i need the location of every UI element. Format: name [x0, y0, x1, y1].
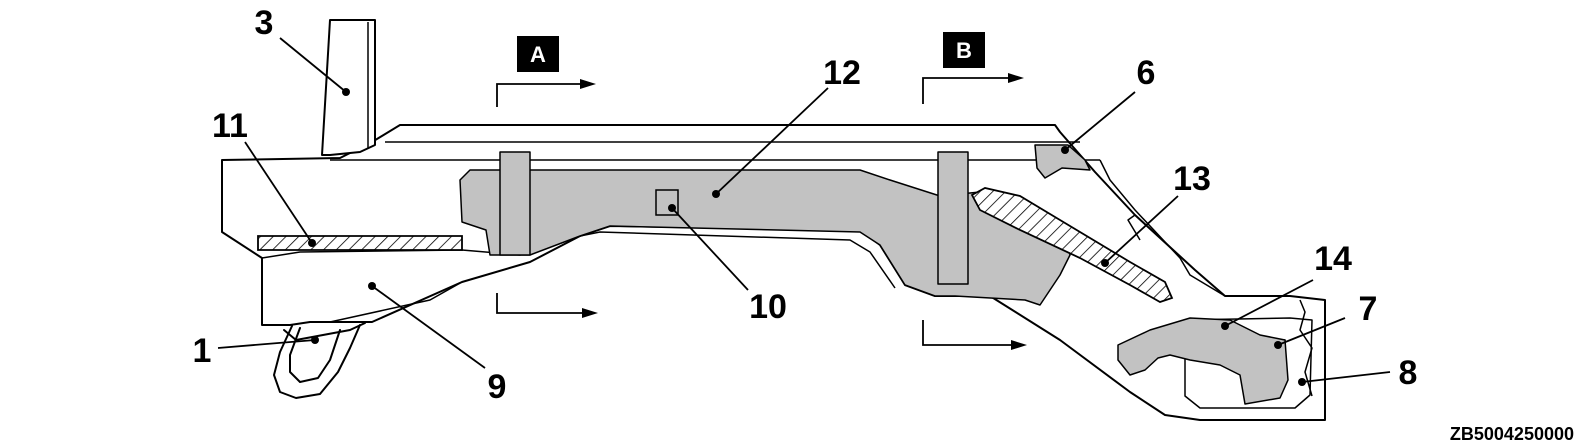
- section-b-marker: B: [922, 32, 1027, 350]
- section-a-marker: A: [496, 36, 598, 318]
- callout-10: 10: [749, 288, 787, 326]
- callout-11: 11: [212, 107, 248, 145]
- leader-lines: [217, 37, 1391, 386]
- corner-block: [1034, 144, 1091, 179]
- callout-6: 6: [1137, 54, 1156, 92]
- hatched-reinforcement-bar: [257, 235, 463, 251]
- callout-8: 8: [1399, 354, 1418, 392]
- callout-9: 9: [488, 368, 507, 406]
- hatched-diagonal-member: [970, 187, 1174, 303]
- callout-14: 14: [1314, 240, 1352, 278]
- callout-1: 1: [193, 332, 212, 370]
- callout-13: 13: [1173, 160, 1211, 198]
- section-a-label: A: [530, 42, 546, 67]
- reinforcement-panel: [459, 169, 1071, 306]
- callout-3: 3: [255, 4, 274, 42]
- towing-hook: [273, 322, 366, 399]
- callout-labels: 3 11 1 9 12 10 6 13 14 7 8: [193, 4, 1418, 406]
- callout-12: 12: [823, 54, 861, 92]
- section-b-label: B: [956, 38, 972, 63]
- rear-bracket-assembly: [1117, 299, 1313, 409]
- reference-code: ZB5004250000: [1450, 424, 1574, 444]
- section-post-b: [937, 151, 969, 285]
- bracket-plate: [321, 19, 376, 156]
- section-post-a: [499, 151, 531, 256]
- callout-7: 7: [1359, 290, 1378, 328]
